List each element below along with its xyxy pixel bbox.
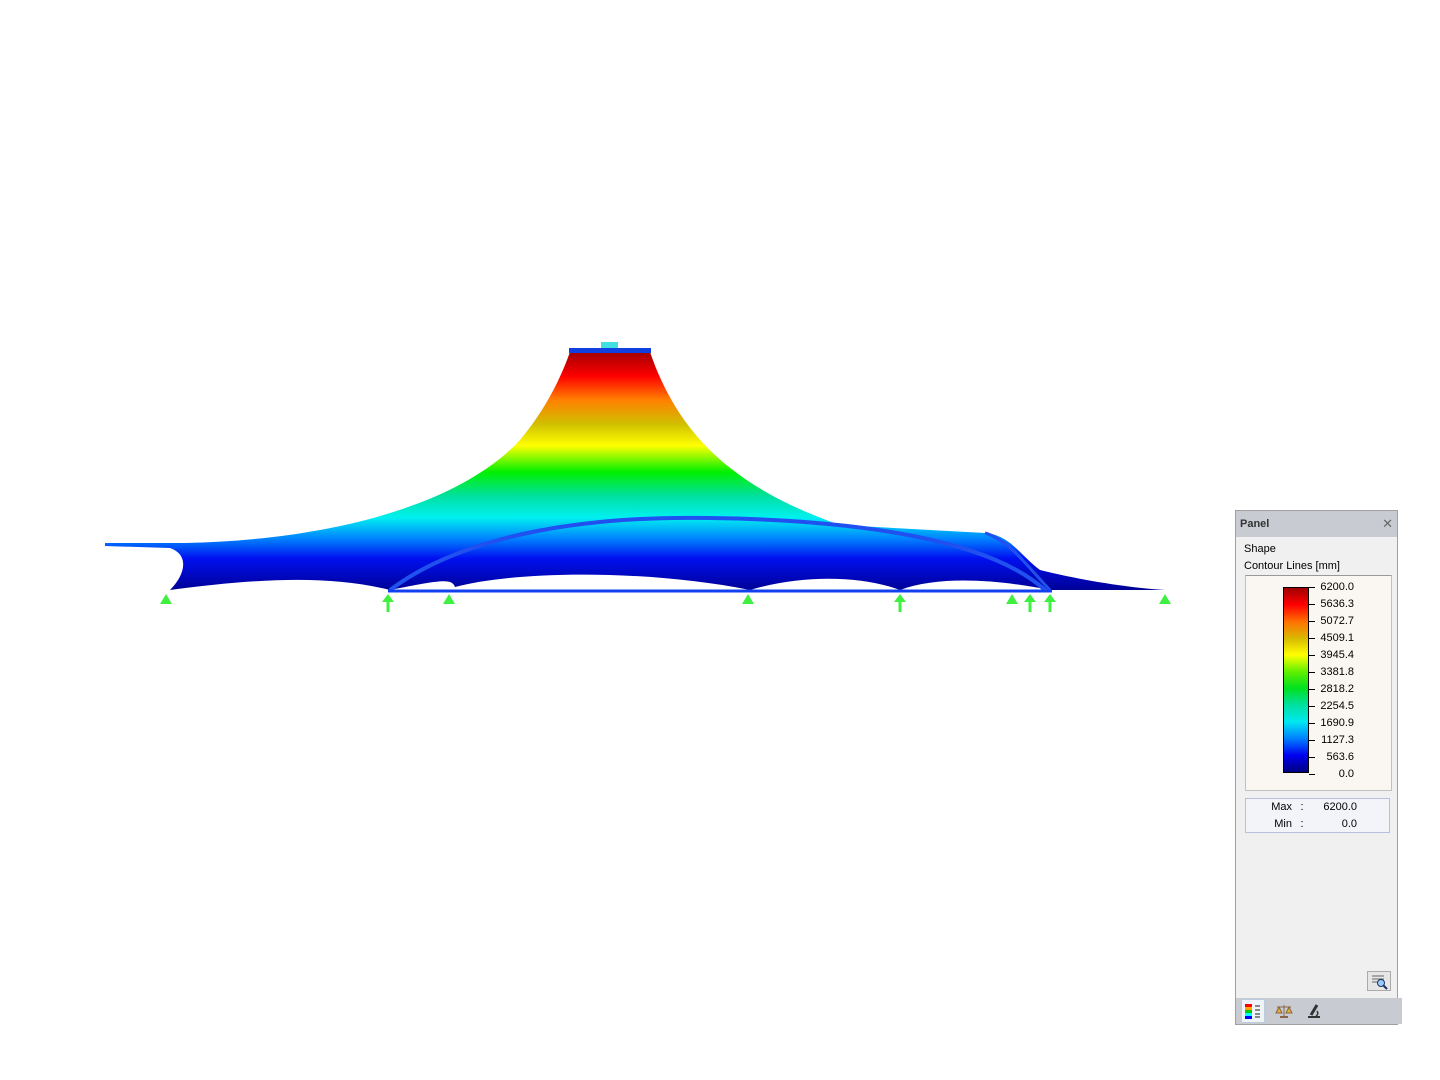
legend-title: Contour Lines [mm] bbox=[1244, 560, 1340, 572]
separator: : bbox=[1300, 801, 1304, 813]
arch-member-2 bbox=[984, 531, 1052, 592]
balance-icon bbox=[1275, 1005, 1293, 1018]
separator: : bbox=[1300, 818, 1304, 830]
microscope-icon bbox=[1308, 1004, 1320, 1018]
panel: Panel ✕ Shape Contour Lines [mm] 6200.0 5… bbox=[1235, 510, 1402, 1025]
legend-tick bbox=[1309, 672, 1315, 673]
max-min-box: Max: 6200.0 Min: 0.0 bbox=[1245, 798, 1390, 833]
legend-tick bbox=[1309, 706, 1315, 707]
legend-value: 1127.3 bbox=[1321, 734, 1354, 746]
balance-tab[interactable] bbox=[1273, 1000, 1295, 1022]
legend-tick bbox=[1309, 604, 1315, 605]
legend-value: 4509.1 bbox=[1320, 632, 1354, 644]
legend-tick bbox=[1309, 655, 1315, 656]
max-value: 6200.0 bbox=[1323, 801, 1357, 813]
legend-tick bbox=[1309, 587, 1315, 588]
support-icon[interactable] bbox=[382, 594, 394, 612]
membrane-surface bbox=[105, 352, 1165, 590]
legend-value: 5072.7 bbox=[1320, 615, 1354, 627]
microscope-tab[interactable] bbox=[1303, 1000, 1325, 1022]
legend-value: 2254.5 bbox=[1320, 700, 1354, 712]
legend-tick bbox=[1309, 621, 1315, 622]
support-icon[interactable] bbox=[742, 594, 754, 604]
support-icon[interactable] bbox=[1006, 594, 1018, 604]
mast-head bbox=[601, 342, 618, 348]
zoom-legend-button[interactable] bbox=[1367, 971, 1391, 991]
legend-value: 6200.0 bbox=[1320, 581, 1354, 593]
support-icon[interactable] bbox=[1024, 594, 1036, 612]
min-value: 0.0 bbox=[1341, 818, 1357, 830]
arch-member bbox=[388, 515, 1047, 592]
supports bbox=[160, 594, 1171, 612]
legend-tick bbox=[1309, 774, 1315, 775]
panel-title: Panel bbox=[1240, 518, 1270, 530]
legend-tick bbox=[1309, 638, 1315, 639]
color-legend: 6200.0 5636.3 5072.7 4509.1 3945.4 3381.8 2818… bbox=[1245, 575, 1392, 791]
max-label: Max bbox=[1271, 801, 1292, 813]
legend-value: 5636.3 bbox=[1320, 598, 1354, 610]
legend-tick bbox=[1309, 757, 1315, 758]
color-scale-icon bbox=[1245, 1004, 1260, 1019]
mast-top bbox=[569, 348, 651, 353]
legend-tick bbox=[1309, 689, 1315, 690]
legend-value: 0.0 bbox=[1338, 768, 1354, 780]
panel-header: Panel ✕ bbox=[1236, 511, 1397, 537]
support-icon[interactable] bbox=[160, 594, 172, 604]
legend-value: 1690.9 bbox=[1320, 717, 1354, 729]
legend-value: 3381.8 bbox=[1320, 666, 1354, 678]
legend-tick bbox=[1309, 740, 1315, 741]
legend-value: 563.6 bbox=[1326, 751, 1354, 763]
support-icon[interactable] bbox=[1044, 594, 1056, 612]
close-icon[interactable]: ✕ bbox=[1382, 516, 1393, 531]
legend-tick bbox=[1309, 723, 1315, 724]
color-scale-tab[interactable] bbox=[1241, 999, 1265, 1023]
support-icon[interactable] bbox=[1159, 594, 1171, 604]
color-scale-bar bbox=[1283, 587, 1309, 773]
section-label: Shape bbox=[1244, 543, 1276, 555]
support-icon[interactable] bbox=[443, 594, 455, 604]
min-label: Min bbox=[1274, 818, 1292, 830]
panel-tabs bbox=[1236, 998, 1402, 1024]
legend-value: 3945.4 bbox=[1320, 649, 1354, 661]
support-icon[interactable] bbox=[894, 594, 906, 612]
legend-value: 2818.2 bbox=[1320, 683, 1354, 695]
